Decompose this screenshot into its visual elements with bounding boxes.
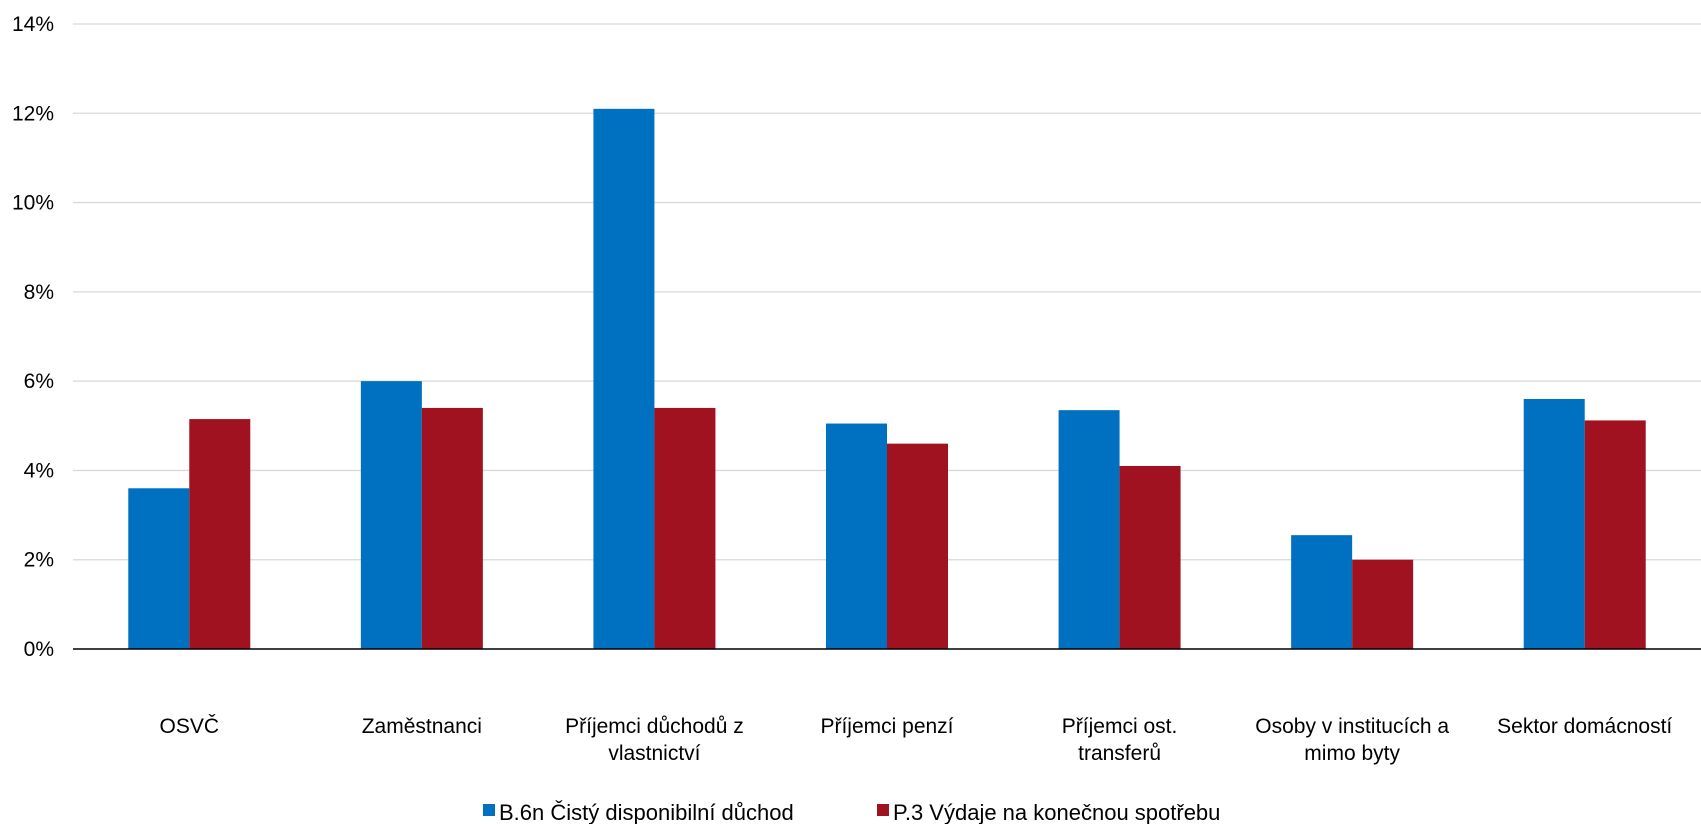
bar-b6n-2 — [593, 108, 655, 650]
bar-b6n-6 — [1523, 399, 1585, 649]
category-label-line: Sektor domácností — [1497, 715, 1672, 738]
category-label-line: Příjemci důchodů z — [565, 715, 744, 738]
bar-p3-4 — [1119, 465, 1181, 649]
bar-p3-6 — [1584, 420, 1646, 649]
category-label: Sektor domácností — [1497, 715, 1672, 738]
bar-b6n-1 — [360, 381, 422, 649]
category-label: Příjemci ost. transferů — [1062, 715, 1178, 765]
y-tick-label: 6% — [24, 370, 54, 393]
y-tick-label: 10% — [12, 192, 54, 215]
category-label-line: Osoby v institucích a — [1255, 715, 1449, 738]
legend-item: P.3 Výdaje na konečnou spotřebu — [877, 800, 1220, 824]
y-tick-label: 8% — [24, 281, 54, 304]
x-axis-category-labels: OSVČ Zaměstnanci Příjemci důchodů z vlastni… — [160, 715, 1673, 765]
bar-p3-5 — [1352, 559, 1414, 649]
legend-label: P.3 Výdaje na konečnou spotřebu — [893, 800, 1220, 824]
category-label: Osoby v institucích a mimo byty — [1255, 715, 1449, 765]
y-axis-tick-labels: 0% 2% 4% 6% 8% 10% 12% 14% — [12, 13, 54, 661]
bar-p3-1 — [421, 407, 483, 649]
legend-item: B.6n Čistý disponibilní důchod — [483, 800, 794, 824]
bar-b6n-4 — [1058, 410, 1120, 649]
y-tick-label: 4% — [24, 459, 54, 482]
category-label: Zaměstnanci — [362, 715, 482, 738]
legend: B.6n Čistý disponibilní důchod P.3 Výdaje… — [483, 800, 1220, 824]
y-tick-label: 2% — [24, 549, 54, 572]
category-label-line: OSVČ — [160, 715, 220, 738]
bars — [128, 108, 1646, 650]
bar-p3-2 — [654, 407, 716, 649]
category-label-line: Příjemci penzí — [820, 715, 953, 738]
y-tick-label: 14% — [12, 13, 54, 36]
category-label-line: Příjemci ost. — [1062, 715, 1178, 738]
y-tick-label: 0% — [24, 638, 54, 661]
bar-b6n-3 — [826, 423, 887, 649]
category-label-line: mimo byty — [1304, 742, 1400, 765]
gridlines — [73, 23, 1701, 561]
legend-swatch — [483, 804, 495, 816]
category-label: Příjemci penzí — [820, 715, 953, 738]
bar-p3-0 — [189, 419, 251, 649]
category-label: Příjemci důchodů z vlastnictví — [565, 715, 744, 765]
category-label-line: vlastnictví — [608, 742, 700, 765]
legend-label: B.6n Čistý disponibilní důchod — [499, 800, 794, 824]
legend-swatch — [877, 804, 889, 816]
bar-b6n-5 — [1291, 535, 1353, 649]
category-label-line: transferů — [1078, 742, 1161, 765]
category-label-line: Zaměstnanci — [362, 715, 482, 738]
bar-p3-3 — [887, 443, 948, 649]
bar-b6n-0 — [128, 488, 190, 649]
category-label: OSVČ — [160, 715, 220, 738]
y-tick-label: 12% — [12, 102, 54, 125]
